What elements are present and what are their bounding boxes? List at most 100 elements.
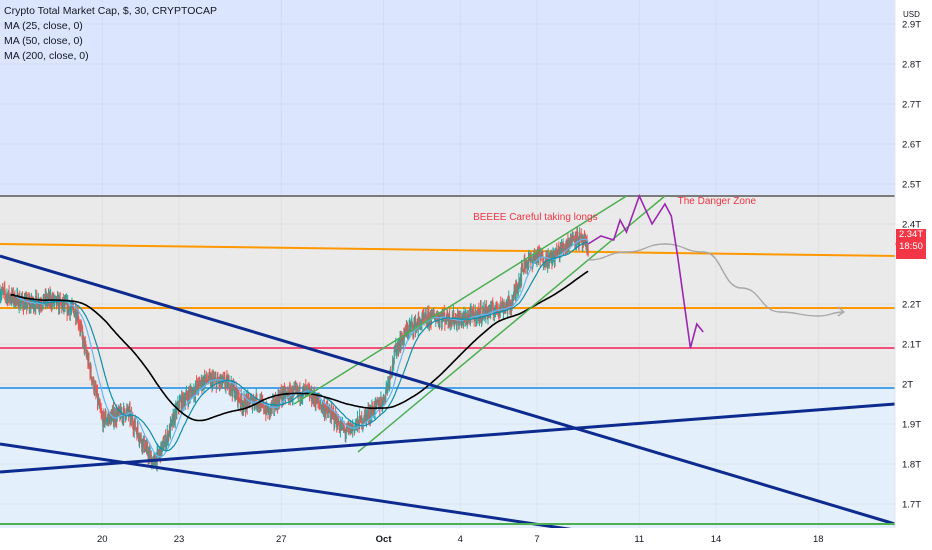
candle-body-212: [112, 410, 114, 413]
candle-body-867: [461, 320, 463, 324]
candle-body-15: [7, 295, 9, 302]
candle-body-36: [18, 297, 20, 308]
candle-body-28: [14, 293, 16, 305]
candle-body-1090: [580, 235, 582, 237]
candle-body-108: [57, 296, 59, 298]
candle-body-336: [178, 407, 180, 409]
candle-body-359: [190, 390, 192, 392]
candle-body-343: [182, 394, 184, 408]
candle-body-206: [109, 415, 111, 424]
candle-body-385: [204, 378, 206, 385]
candle-body-6: [2, 290, 4, 292]
candle-body-892: [474, 309, 476, 316]
candle-body-758: [403, 335, 405, 340]
candle-body-542: [288, 398, 290, 400]
candle-body-633: [336, 426, 338, 429]
candle-body-67: [35, 296, 37, 309]
candle-body-253: [134, 420, 136, 425]
candle-body-485: [257, 401, 259, 407]
candle-body-787: [418, 318, 420, 322]
candle-body-544: [289, 388, 291, 390]
candle-body-172: [91, 376, 93, 382]
candle-body-464: [246, 400, 248, 407]
candle-body-93: [49, 293, 51, 302]
candle-body-447: [237, 392, 239, 403]
candle-body-669: [355, 421, 357, 424]
candle-body-591: [314, 399, 316, 401]
candle-body-357: [189, 390, 191, 397]
candle-body-437: [232, 381, 234, 394]
candle-body-35: [18, 307, 20, 309]
candle-body-639: [339, 425, 341, 431]
candle-body-296: [157, 449, 159, 451]
candle-body-387: [205, 374, 207, 380]
candle-body-1058: [563, 244, 565, 249]
projection-layer[interactable]: [587, 193, 846, 349]
ma25-legend[interactable]: MA (25, close, 0): [4, 20, 83, 32]
candle-body-536: [285, 393, 287, 398]
candle-body-622: [330, 408, 332, 421]
candle-body-619: [329, 409, 331, 413]
candle-body-638: [339, 429, 341, 431]
candle-body-1074: [571, 235, 573, 246]
candle-body-612: [325, 409, 327, 414]
candle-body-969: [515, 287, 517, 294]
candle-body-692: [368, 409, 370, 419]
candle-body-1000: [532, 259, 534, 266]
ma50-legend[interactable]: MA (50, close, 0): [4, 35, 83, 47]
candle-body-1072: [570, 234, 572, 245]
candle-body-719: [382, 400, 384, 406]
candle-body-195: [103, 412, 105, 414]
candle-body-635: [337, 417, 339, 425]
candle-body-533: [283, 388, 285, 398]
candle-body-1005: [534, 256, 536, 260]
candle-body-507: [269, 407, 271, 414]
candle-body-704: [374, 401, 376, 414]
candle-body-1010: [537, 249, 539, 260]
candle-body-895: [476, 316, 478, 321]
candle-body-907: [482, 307, 484, 311]
candle-body-141: [74, 309, 76, 314]
candle-body-397: [210, 377, 212, 378]
candle-body-505: [268, 407, 270, 409]
candle-body-783: [416, 323, 418, 326]
ma-line-200: [10, 270, 589, 422]
candle-body-656: [348, 425, 350, 428]
candle-body-803: [427, 312, 429, 325]
candle-body-768: [408, 325, 410, 334]
candle-body-263: [139, 436, 141, 441]
candle-body-812: [432, 310, 434, 312]
candle-body-839: [446, 311, 448, 321]
candle-body-461: [245, 408, 247, 411]
candle-body-1046: [556, 253, 558, 257]
ma200-legend[interactable]: MA (200, close, 0): [4, 50, 89, 62]
candle-body-491: [261, 399, 263, 401]
candle-body-79: [41, 306, 43, 308]
symbol-title[interactable]: Crypto Total Market Cap, $, 30, CRYPTOCA…: [4, 5, 218, 17]
candle-body-350: [185, 391, 187, 395]
candle-body-842: [448, 321, 450, 324]
candle-body-717: [381, 402, 383, 407]
candle-body-671: [356, 417, 358, 426]
candle-body-354: [188, 391, 190, 403]
candle-body-380: [201, 385, 203, 388]
candle-body-951: [506, 303, 508, 307]
candle-body-1086: [578, 243, 580, 245]
candle-body-992: [527, 259, 529, 264]
candle-body-564: [299, 398, 301, 400]
candle-body-747: [397, 344, 399, 346]
candle-body-324: [172, 415, 174, 426]
candle-body-392: [208, 373, 210, 382]
candle-body-798: [424, 314, 426, 319]
candle-body-917: [488, 308, 490, 313]
candle-body-280: [148, 450, 150, 453]
candle-body-148: [78, 323, 80, 325]
annotation-layer[interactable]: BEEEE Careful taking longs The Danger Zon…: [473, 196, 756, 223]
candle-body-243: [128, 408, 130, 410]
candle-body-1063: [565, 243, 567, 249]
candle-body-998: [531, 256, 533, 261]
candle-body-555: [295, 387, 297, 388]
currency-label[interactable]: USD: [903, 10, 920, 19]
candle-body-665: [353, 426, 355, 432]
